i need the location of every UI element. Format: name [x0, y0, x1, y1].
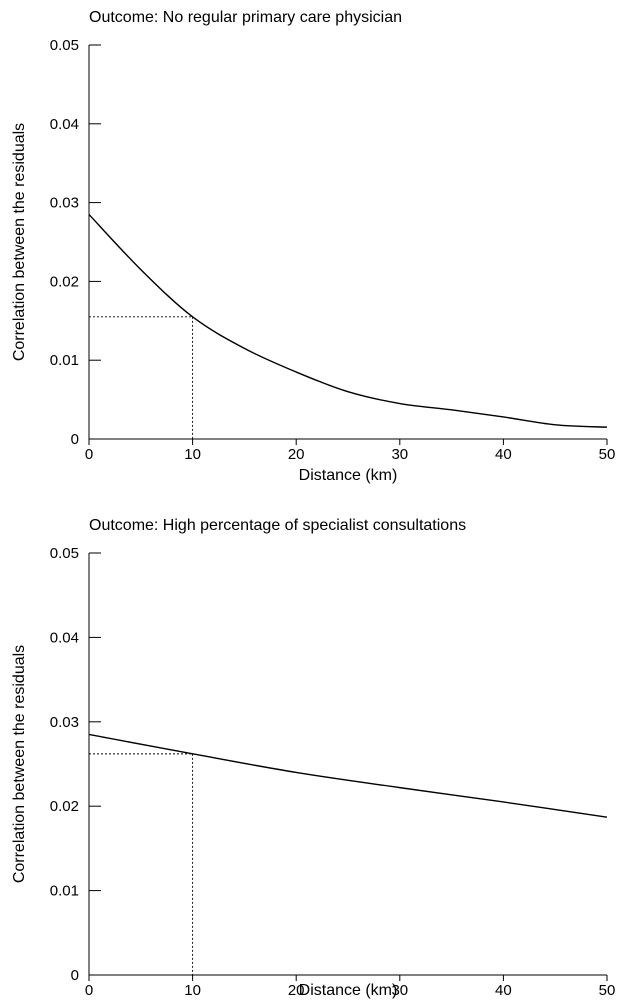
x-tick-label: 20: [288, 982, 305, 999]
y-tick-label: 0.02: [50, 798, 79, 815]
y-tick-label: 0.03: [50, 714, 79, 731]
y-tick-label: 0.05: [50, 545, 79, 562]
x-tick-label: 30: [391, 446, 408, 463]
y-tick-label: 0: [71, 431, 79, 448]
x-tick-label: 10: [184, 446, 201, 463]
x-axis-label: Distance (km): [299, 982, 398, 999]
chart-panel-top: Outcome: No regular primary care physici…: [11, 9, 615, 484]
y-tick-label: 0: [71, 967, 79, 984]
series-line: [88, 733, 608, 818]
x-tick-label: 0: [85, 446, 93, 463]
y-tick-label: 0.04: [50, 629, 79, 646]
x-tick-label: 30: [391, 982, 408, 999]
x-tick-label: 50: [599, 982, 616, 999]
chart-title: Outcome: No regular primary care physici…: [89, 9, 402, 26]
x-tick-label: 50: [599, 446, 616, 463]
x-tick-label: 40: [495, 982, 512, 999]
y-tick-label: 0.03: [50, 195, 79, 212]
y-tick-label: 0.01: [50, 883, 79, 900]
x-tick-label: 40: [495, 446, 512, 463]
chart-title: Outcome: High percentage of specialist c…: [89, 517, 466, 534]
y-axis-label: Correlation between the residuals: [11, 645, 28, 883]
y-axis-label: Correlation between the residuals: [11, 123, 28, 361]
x-tick-label: 0: [85, 982, 93, 999]
y-tick-label: 0.01: [50, 352, 79, 369]
y-tick-label: 0.02: [50, 273, 79, 290]
y-tick-label: 0.05: [50, 37, 79, 54]
x-tick-label: 20: [288, 446, 305, 463]
x-axis-label: Distance (km): [299, 467, 398, 484]
x-tick-label: 10: [184, 982, 201, 999]
y-tick-label: 0.04: [50, 116, 79, 133]
series-line: [88, 213, 608, 428]
chart-panel-bottom: Outcome: High percentage of specialist c…: [11, 517, 615, 999]
